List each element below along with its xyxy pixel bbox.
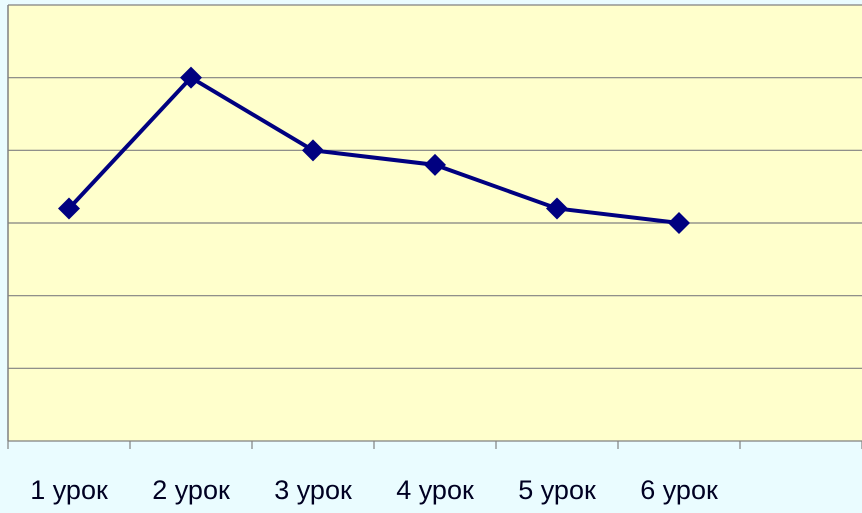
marker (58, 197, 80, 220)
x-tick-label: 4 урок (396, 475, 474, 505)
x-tick-label: 2 урок (152, 475, 230, 505)
marker (668, 212, 690, 234)
marker (424, 153, 446, 176)
marker (180, 66, 202, 89)
x-tick-label: 1 урок (30, 475, 108, 505)
x-tick-label: 6 урок (640, 475, 718, 505)
series-line (67, 75, 680, 225)
x-tick-label: 5 урок (518, 475, 596, 505)
marker (546, 197, 568, 220)
x-tick-label: 3 урок (274, 475, 352, 505)
marker (302, 139, 324, 162)
